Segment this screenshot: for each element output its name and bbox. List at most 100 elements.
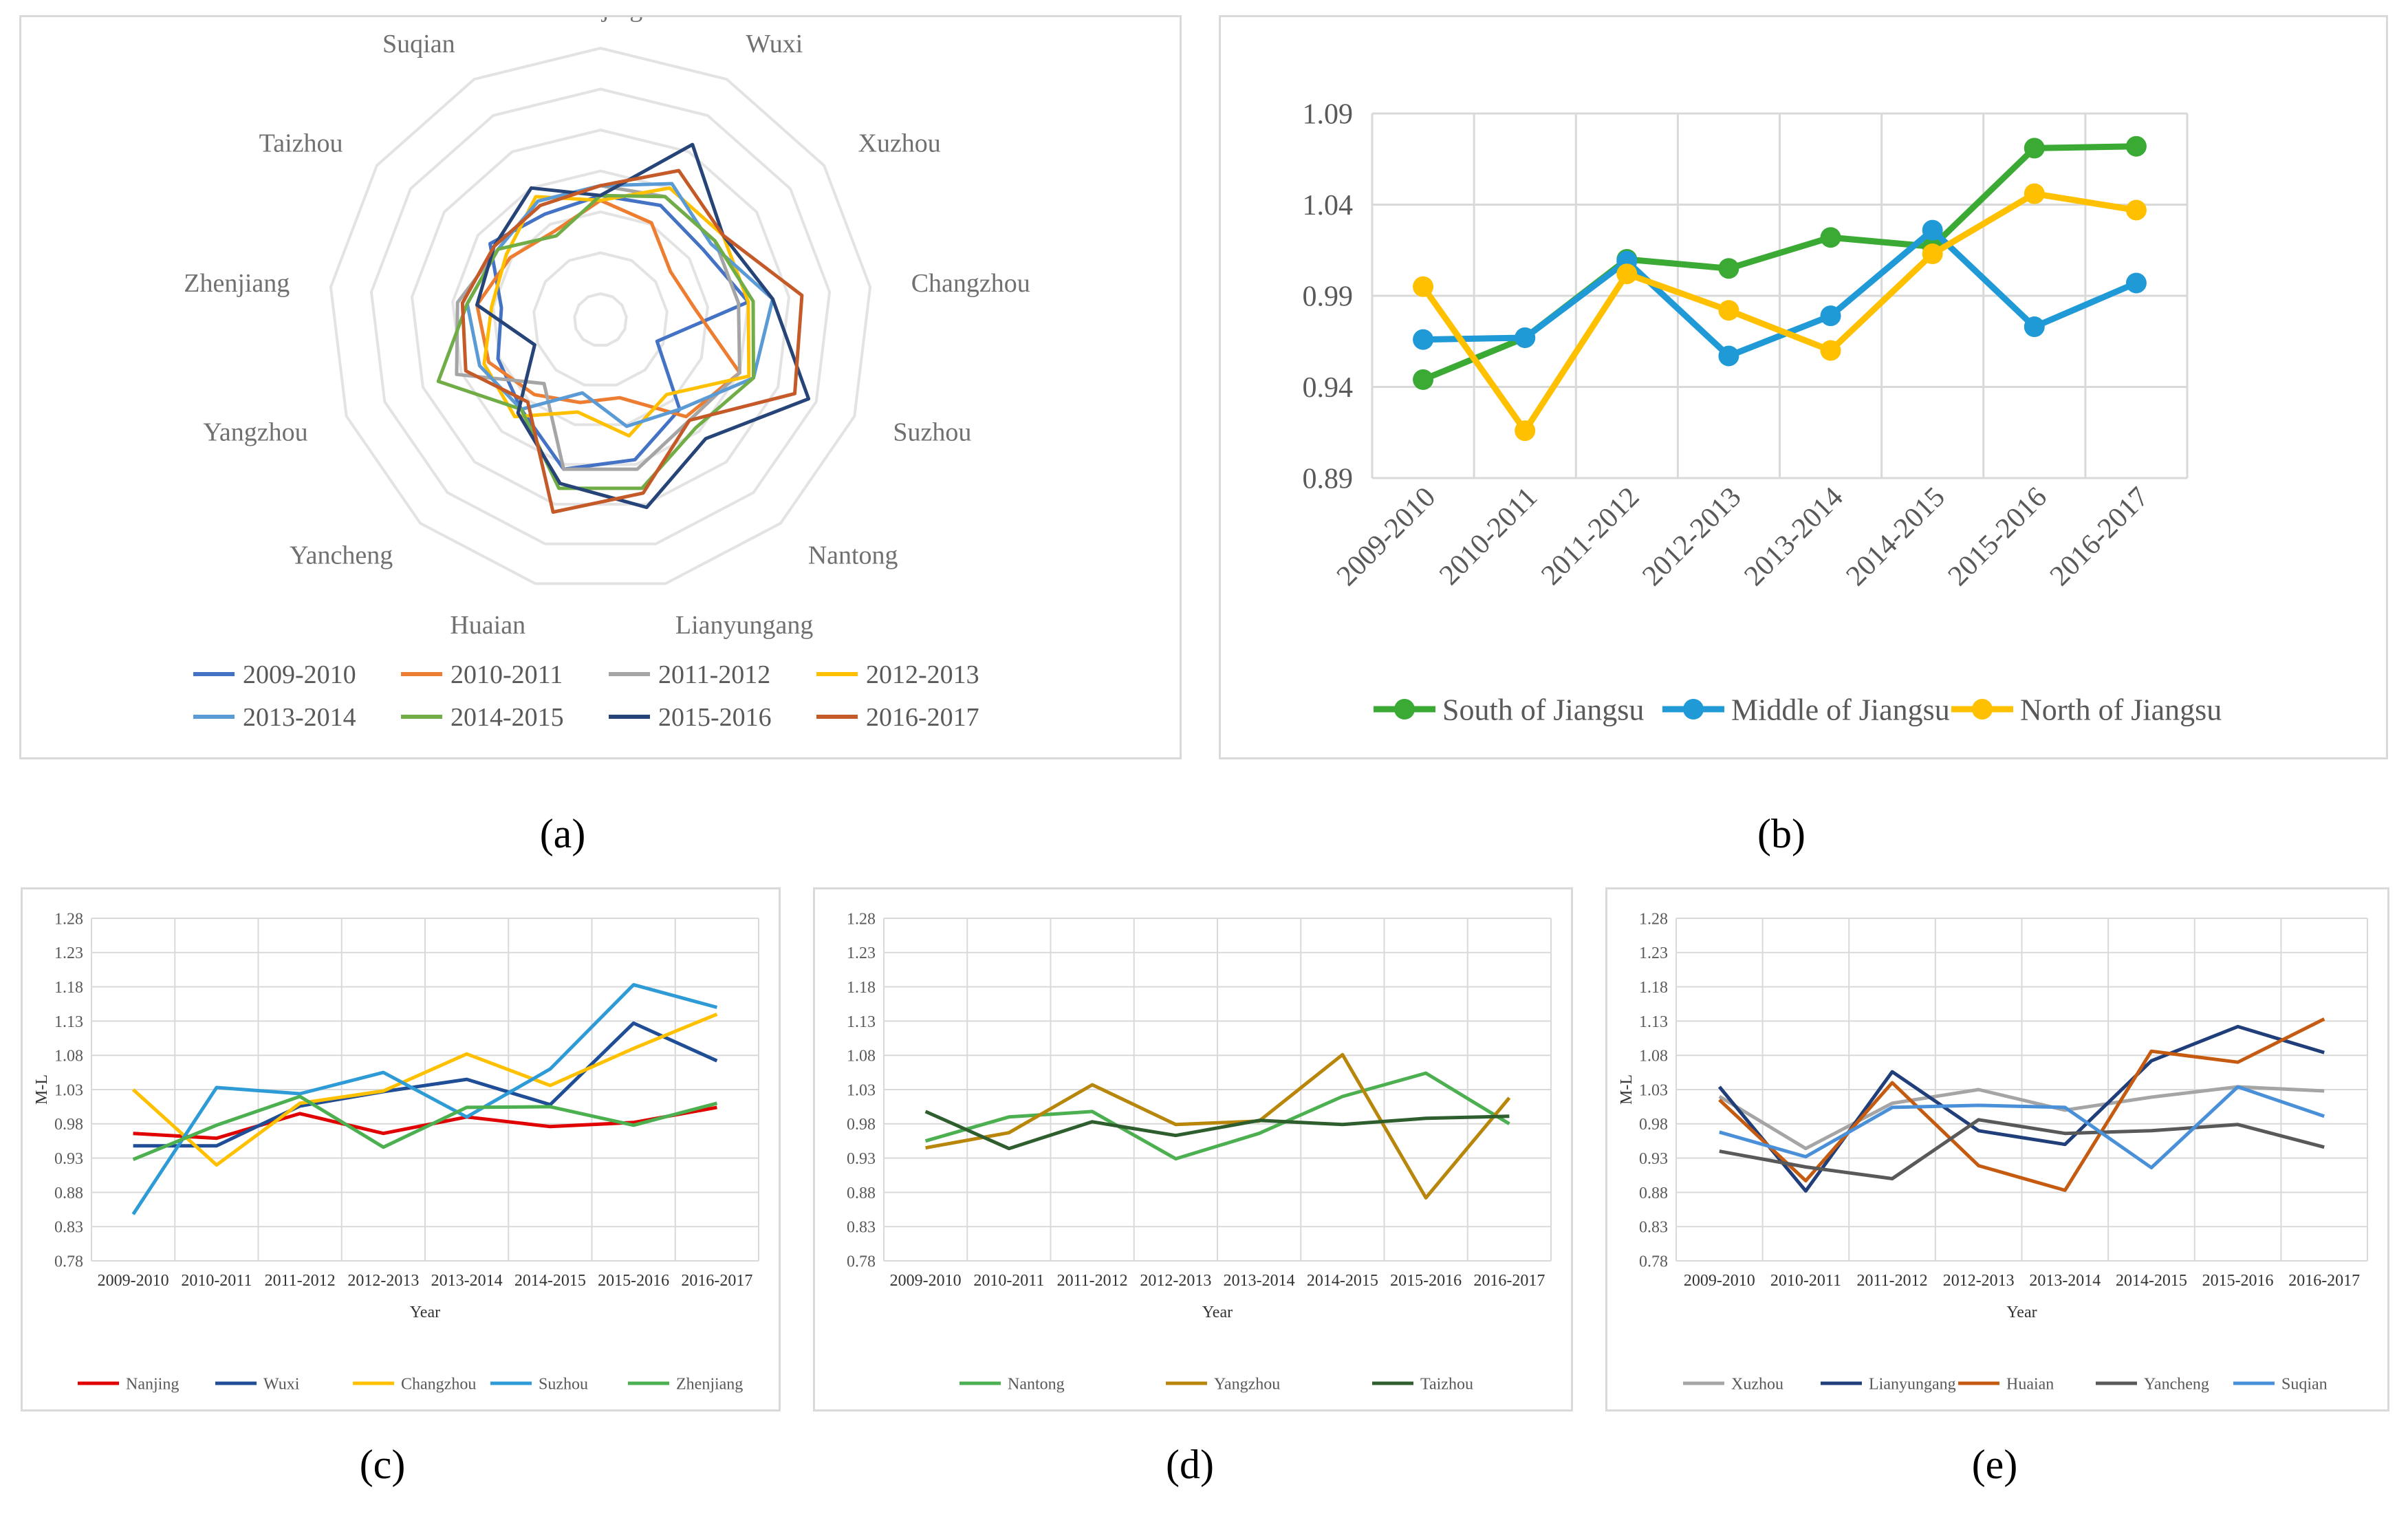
x-axis-title: Year — [1202, 1304, 1233, 1321]
y-tick-label: 0.93 — [1639, 1150, 1668, 1168]
series-line-Yangzhou — [925, 1052, 1511, 1200]
y-tick-label: 1.13 — [847, 1013, 876, 1031]
legend-label: Nanjing — [126, 1375, 179, 1393]
radar-series-2016-2017 — [460, 169, 804, 514]
legend-label: Wuxi — [263, 1375, 300, 1393]
radar-chart: Nanjing Wuxi Xuzhou Changzhou Suzhou Nantong L… — [184, 17, 1030, 732]
data-point — [2024, 316, 2045, 338]
legend-label: Huaian — [2006, 1375, 2054, 1393]
x-tick-label: 2009-2010 — [98, 1272, 169, 1290]
y-tick-label: 1.23 — [847, 944, 876, 962]
x-tick-label: 2010-2011 — [1433, 482, 1543, 592]
legend-label: 2009-2010 — [243, 660, 356, 689]
data-point — [2024, 183, 2045, 204]
caption-d: (d) — [1166, 1442, 1214, 1487]
legend-label: Xuzhou — [1731, 1375, 1783, 1393]
radar-series-2014-2015 — [436, 193, 755, 490]
y-tick-label: 1.03 — [54, 1081, 83, 1099]
region-line-chart: 0.890.940.991.041.092009-20102010-201120… — [1303, 99, 2222, 727]
data-point — [2125, 272, 2147, 294]
x-tick-label: 2012-2013 — [1636, 482, 1747, 592]
panel-d: 0.78 0.83 0.88 0.93 0.98 1.03 1.08 1.13 1.18 1.23… — [813, 887, 1573, 1412]
y-axis-title: M-L — [1618, 1074, 1636, 1105]
radar-axis-label: Yangzhou — [203, 418, 307, 446]
data-point — [1922, 244, 1943, 265]
x-tick-label: 2010-2011 — [1770, 1272, 1841, 1290]
y-tick-label: 1.23 — [54, 944, 83, 962]
data-point — [2125, 136, 2147, 157]
y-tick-label: 1.08 — [847, 1048, 876, 1066]
x-tick-label: 2016-2017 — [1473, 1272, 1545, 1290]
radar-axis-label: Suqian — [382, 30, 455, 58]
radar-ring — [573, 292, 628, 347]
legend-label: 2011-2012 — [658, 660, 770, 689]
legend-label: 2016-2017 — [866, 703, 979, 732]
radar-axis-label: Nanjing — [558, 17, 642, 23]
radar-axis-label: Zhenjiang — [184, 269, 290, 298]
radar-ring — [329, 46, 872, 585]
x-tick-label: 2016-2017 — [2288, 1272, 2360, 1290]
y-tick-label: 0.94 — [1303, 372, 1354, 404]
x-axis-title: Year — [410, 1304, 440, 1321]
y-tick-label: 1.28 — [54, 910, 83, 928]
x-tick-label: 2014-2015 — [2116, 1272, 2187, 1290]
data-point — [1413, 276, 1434, 297]
y-tick-label: 1.23 — [1639, 944, 1668, 962]
south-city-line-chart: 0.78 0.83 0.88 0.93 0.98 1.03 1.08 1.13 1.18 1.23… — [33, 910, 759, 1393]
legend-label: Middle of Jiangsu — [1731, 693, 1950, 726]
data-point — [1820, 305, 1841, 327]
y-tick-label: 0.89 — [1303, 464, 1354, 495]
y-tick-label: 1.03 — [847, 1081, 876, 1099]
series-line-Suzhou — [131, 983, 718, 1215]
y-tick-label: 1.09 — [1303, 99, 1354, 131]
data-point — [2024, 138, 2045, 159]
series-line-Changzhou — [131, 1013, 718, 1167]
radar-axis-label: Taizhou — [259, 129, 343, 158]
x-tick-label: 2014-2015 — [1307, 1272, 1378, 1290]
y-tick-label: 0.78 — [847, 1253, 876, 1270]
y-tick-label: 0.93 — [847, 1150, 876, 1168]
legend-label: Suqian — [2281, 1375, 2328, 1393]
caption-b: (b) — [1757, 811, 1805, 856]
y-tick-label: 0.88 — [1639, 1185, 1668, 1202]
y-tick-label: 1.13 — [54, 1013, 83, 1031]
data-point — [1820, 340, 1841, 361]
y-tick-label: 1.18 — [1639, 979, 1668, 997]
radar-axis-label: Xuzhou — [858, 129, 941, 158]
panel-e: 0.78 0.83 0.88 0.93 0.98 1.03 1.08 1.13 1.18 1.23… — [1605, 887, 2389, 1412]
y-tick-label: 0.98 — [54, 1116, 83, 1134]
radar-series-2015-2016 — [475, 142, 811, 510]
y-tick-label: 1.13 — [1639, 1013, 1668, 1031]
data-point — [1820, 227, 1841, 248]
y-tick-label: 1.08 — [1639, 1048, 1668, 1066]
radar-axis-label: Wuxi — [746, 30, 803, 58]
y-axis-title: M-L — [33, 1074, 51, 1105]
series-line-Nantong — [924, 1071, 1510, 1161]
series-line-Yancheng — [1719, 1118, 2325, 1180]
y-tick-label: 0.88 — [54, 1185, 83, 1202]
panel-b: 0.89 0.94 0.99 1.04 1.09 2009-2010 2010-2011 20… — [1219, 15, 2388, 759]
data-point — [1718, 300, 1739, 321]
x-tick-label: 2011-2012 — [1535, 482, 1645, 592]
x-tick-label: 2010-2011 — [181, 1272, 252, 1290]
x-tick-label: 2009-2010 — [1684, 1272, 1755, 1290]
x-tick-label: 2012-2013 — [1140, 1272, 1211, 1290]
radar-axis-label: Changzhou — [911, 269, 1030, 298]
y-tick-label: 1.08 — [54, 1048, 83, 1066]
y-tick-label: 0.78 — [1639, 1253, 1668, 1270]
legend-label: Suzhou — [539, 1375, 588, 1393]
caption-c: (c) — [359, 1442, 406, 1487]
legend-label: Changzhou — [401, 1375, 476, 1393]
legend-label: 2014-2015 — [451, 703, 564, 732]
x-tick-label: 2016-2017 — [2044, 482, 2155, 592]
data-point — [1616, 263, 1638, 285]
middle-city-line-chart: 0.78 0.83 0.88 0.93 0.98 1.03 1.08 1.13 1.18 1.23… — [847, 910, 1552, 1393]
radar-ring — [369, 87, 832, 545]
legend-label: Yangzhou — [1214, 1375, 1280, 1393]
data-point — [1515, 420, 1536, 442]
data-point — [1413, 369, 1434, 390]
x-tick-label: 2016-2017 — [681, 1272, 752, 1290]
legend-label: Nantong — [1008, 1375, 1065, 1393]
x-tick-label: 2013-2014 — [1738, 482, 1849, 592]
caption-e: (e) — [1971, 1442, 2018, 1487]
